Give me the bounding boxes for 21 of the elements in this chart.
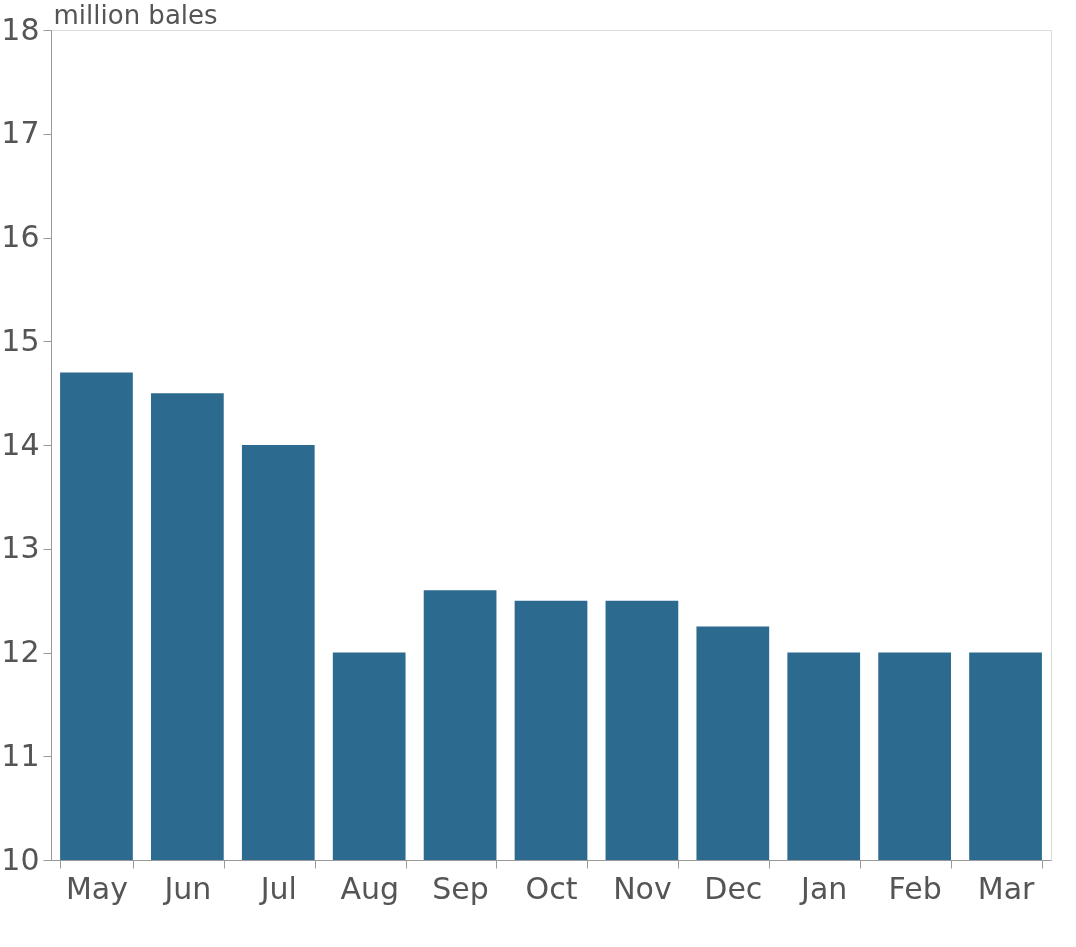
x-tick-label: May — [65, 870, 128, 906]
y-tick-label: 12 — [1, 634, 40, 669]
y-tick-label: 13 — [1, 530, 40, 566]
y-tick-label: 14 — [1, 426, 40, 462]
x-tick-label: Jan — [799, 870, 848, 906]
x-tick-label: Nov — [613, 870, 672, 906]
y-tick-label: 16 — [1, 219, 40, 254]
x-tick-label: Feb — [888, 870, 942, 906]
x-tick-label: Mar — [977, 870, 1036, 906]
y-tick-label: 15 — [1, 322, 40, 358]
x-tick-label: Dec — [704, 870, 763, 906]
x-tick-label: Oct — [525, 870, 578, 906]
x-tick-label: Aug — [340, 870, 399, 906]
y-tick-label: 11 — [1, 737, 40, 773]
y-tick-label: 10 — [1, 841, 40, 877]
y-tick-label: 17 — [1, 115, 40, 151]
x-tick-label: Jul — [258, 870, 297, 906]
y-tick-label: 18 — [1, 11, 40, 47]
x-tick-label: Sep — [432, 870, 489, 906]
y-axis-title: million bales — [53, 0, 218, 30]
x-tick-label: Jun — [162, 870, 212, 906]
